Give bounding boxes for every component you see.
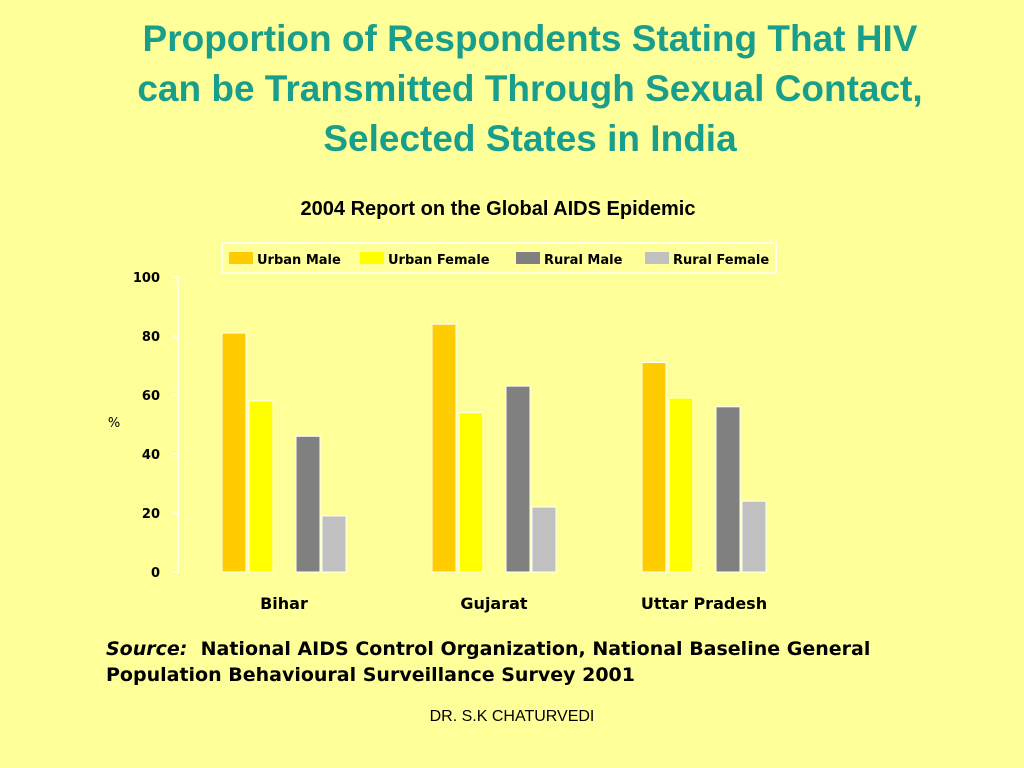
legend-swatch xyxy=(645,252,669,264)
bar xyxy=(431,323,457,573)
bar xyxy=(641,362,667,573)
slide-title-line: Selected States in India xyxy=(323,118,737,159)
chart-title: 2004 Report on the Global AIDS Epidemic xyxy=(300,198,696,220)
source-text-1: National AIDS Control Organization, Nati… xyxy=(200,638,871,660)
x-category-label: Uttar Pradesh xyxy=(641,594,767,613)
x-category-label: Bihar xyxy=(260,594,308,613)
bar xyxy=(668,397,694,573)
bar xyxy=(221,332,247,573)
legend-swatch xyxy=(360,252,384,264)
y-tick-label: 100 xyxy=(133,271,160,286)
bar xyxy=(295,435,321,573)
slide-title: Proportion of Respondents Stating That H… xyxy=(40,14,1020,164)
bar xyxy=(715,406,741,573)
source-note: Source: National AIDS Control Organizati… xyxy=(106,636,986,688)
bar xyxy=(531,506,557,573)
legend-label: Rural Female xyxy=(673,253,769,268)
source-label: Source: xyxy=(106,638,188,660)
legend-box xyxy=(221,242,777,274)
bar xyxy=(741,500,767,573)
bar xyxy=(505,385,531,573)
bar-chart: 0 20 40 60 80 100% Bihar Gujarat Uttar Pradesh Ur… xyxy=(108,242,777,613)
legend-swatch xyxy=(229,252,253,264)
x-category-label: Gujarat xyxy=(460,594,527,613)
y-tick-label: 20 xyxy=(142,507,160,522)
y-axis-label: % xyxy=(108,416,120,431)
bar xyxy=(458,412,484,573)
y-tick-label: 0 xyxy=(151,566,160,581)
author-credit: DR. S.K CHATURVEDI xyxy=(429,708,595,725)
y-tick-label: 80 xyxy=(142,330,160,345)
slide-title-line: can be Transmitted Through Sexual Contac… xyxy=(137,68,923,109)
y-tick-label: 40 xyxy=(142,448,160,463)
legend-label: Urban Male xyxy=(257,253,341,268)
bar xyxy=(321,515,347,573)
slide-title-line: Proportion of Respondents Stating That H… xyxy=(142,18,918,59)
legend-swatch xyxy=(516,252,540,264)
legend-label: Urban Female xyxy=(388,253,490,268)
y-tick-label: 60 xyxy=(142,389,160,404)
source-line-1: Source: National AIDS Control Organizati… xyxy=(106,636,986,662)
legend-label: Rural Male xyxy=(544,253,623,268)
bar xyxy=(248,400,274,573)
source-text-2: Population Behavioural Surveillance Surv… xyxy=(106,664,635,686)
